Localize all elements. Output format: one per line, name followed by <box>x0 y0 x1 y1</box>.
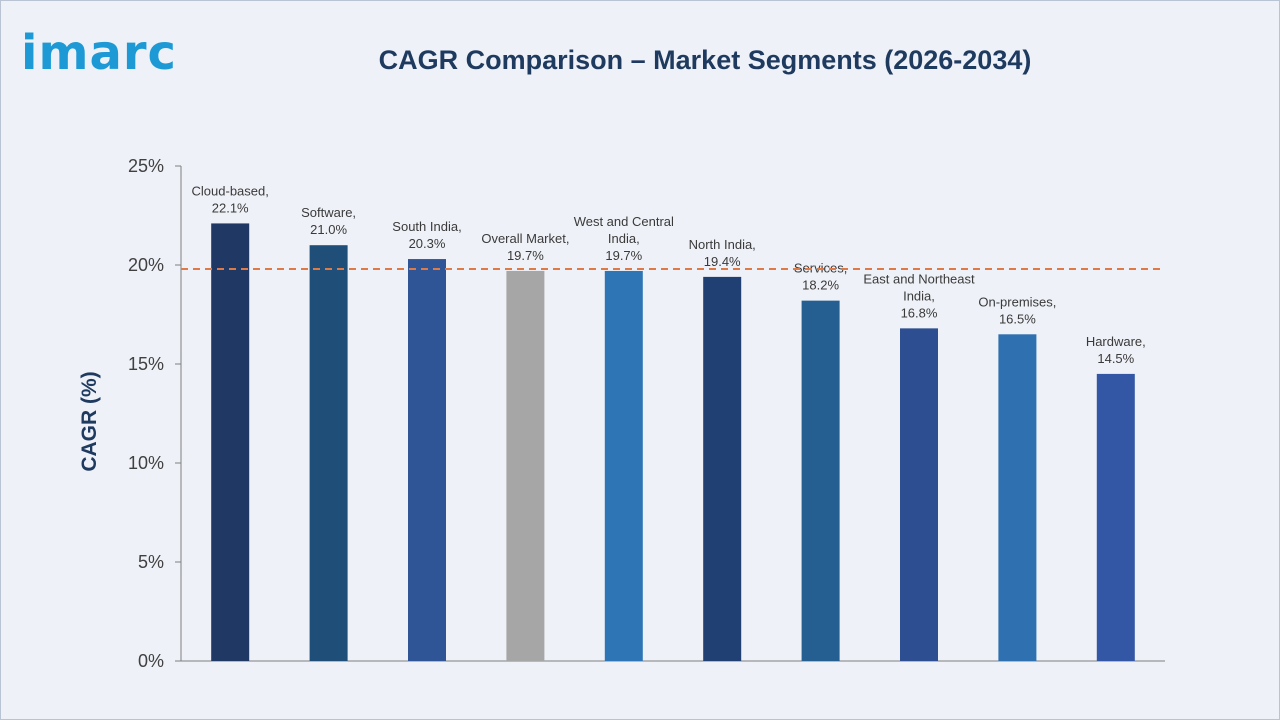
bar <box>1096 373 1135 661</box>
bar-data-label: On-premises, 16.5% <box>978 294 1056 326</box>
bar <box>506 270 545 661</box>
y-tick-label: 25% <box>128 156 164 176</box>
chart-data-labels: Cloud-based, 22.1% Software, 21.0% South Ind… <box>192 183 1146 365</box>
bar <box>408 259 446 661</box>
bar <box>998 334 1037 661</box>
y-tick-label: 15% <box>128 354 164 374</box>
bar-data-label: Overall Market, 19.7% <box>481 231 569 263</box>
bar-data-label: Hardware, 14.5% <box>1086 334 1146 366</box>
bar <box>211 223 250 662</box>
y-tick-label: 5% <box>138 552 164 572</box>
imarc-logo: imarc <box>21 25 177 81</box>
bar-data-label: Cloud-based, 22.1% <box>192 183 269 215</box>
y-axis-title: CAGR (%) <box>78 371 101 471</box>
bar-data-label: West and Central India, 19.7% <box>574 214 674 263</box>
y-tick-label: 20% <box>128 255 164 275</box>
bar <box>801 300 840 661</box>
y-tick-label: 10% <box>128 453 164 473</box>
bar-data-label: East and Northeast India, 16.8% <box>863 271 975 320</box>
bar <box>900 328 938 661</box>
chart-axes: 0% 5% 10% 15% 20% 25% CAGR (%) <box>78 156 1165 671</box>
bar-data-label: Software, 21.0% <box>301 205 356 237</box>
bar <box>604 270 643 661</box>
y-tick-label: 0% <box>138 651 164 671</box>
bar-data-label: North India, 19.4% <box>689 237 756 269</box>
bar-data-label: Services, 18.2% <box>794 261 847 293</box>
chart-bars <box>211 223 1135 662</box>
bar <box>309 245 348 661</box>
chart-title: CAGR Comparison – Market Segments (2026-… <box>378 45 1032 75</box>
bar <box>703 276 742 661</box>
bar-data-label: South India, 20.3% <box>392 219 461 251</box>
